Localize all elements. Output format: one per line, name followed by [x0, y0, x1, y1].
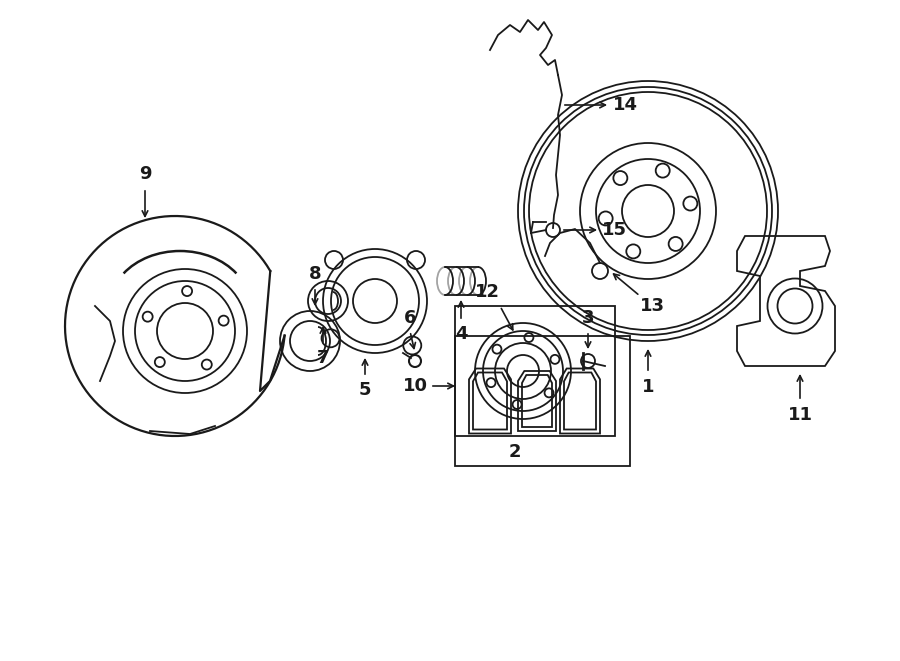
- Text: 14: 14: [613, 96, 637, 114]
- Text: 1: 1: [642, 378, 654, 396]
- Text: 12: 12: [474, 283, 500, 301]
- Text: 11: 11: [788, 406, 813, 424]
- Text: 2: 2: [508, 443, 521, 461]
- Bar: [455, 336, 630, 466]
- Text: 7: 7: [317, 349, 329, 367]
- Text: 3: 3: [581, 309, 594, 327]
- Text: 9: 9: [139, 165, 151, 183]
- Bar: [455, 306, 615, 436]
- Text: 8: 8: [309, 265, 321, 283]
- Text: 13: 13: [640, 297, 664, 315]
- Text: 15: 15: [601, 221, 626, 239]
- Text: 6: 6: [404, 309, 416, 327]
- Text: 4: 4: [454, 325, 467, 343]
- Text: 5: 5: [359, 381, 371, 399]
- Text: 10: 10: [402, 377, 428, 395]
